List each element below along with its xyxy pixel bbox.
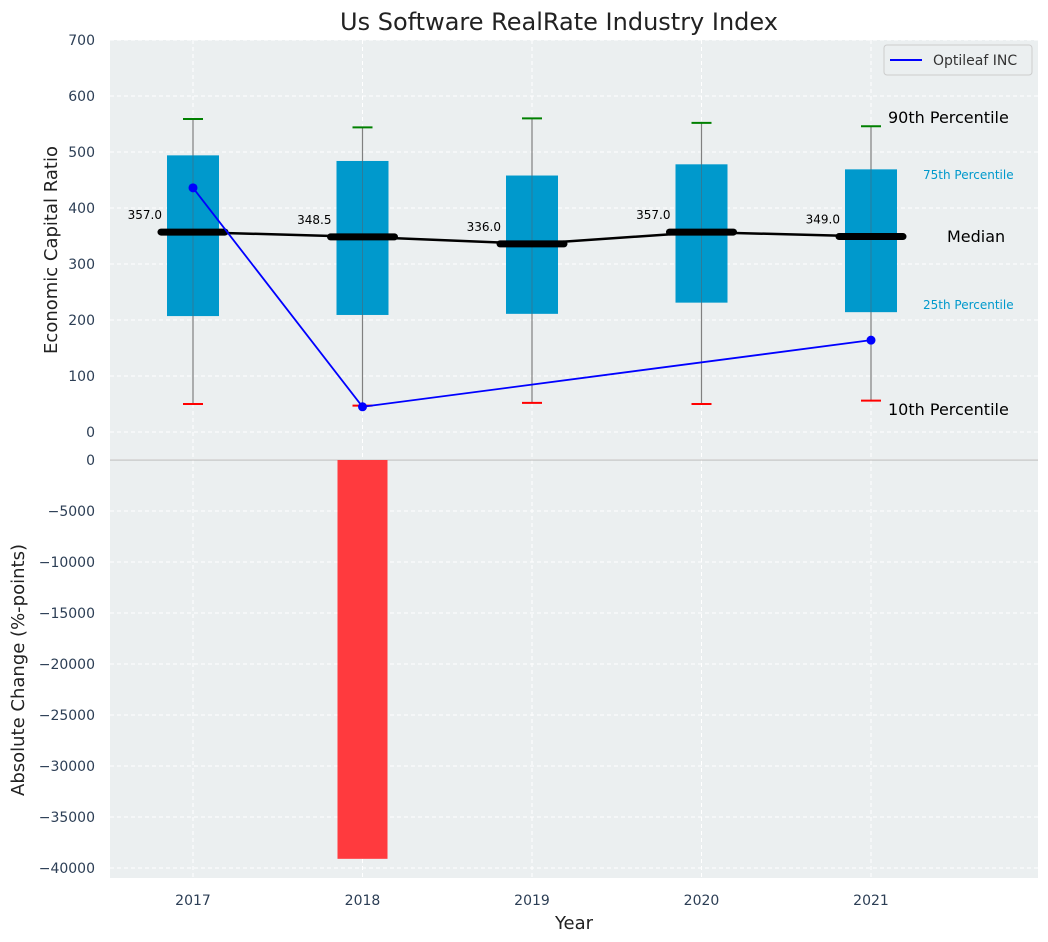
bottom-y-tick-label: 0 (86, 453, 95, 469)
x-axis-label: Year (554, 913, 594, 934)
legend-company-label: Optileaf INC (933, 53, 1017, 69)
company-point (866, 335, 876, 345)
x-tick-label: 2021 (853, 893, 889, 909)
bottom-y-tick-label: −20000 (39, 657, 95, 673)
x-tick-label: 2018 (345, 893, 381, 909)
legend-box (883, 44, 1033, 76)
median-line-group: 357.0 348.5 336.0 357.0 349.0 (128, 208, 907, 248)
top-y-tick-label: 700 (68, 33, 95, 49)
bottom-y-tick-label: −5000 (48, 504, 95, 520)
top-y-tick-label: 100 (68, 369, 95, 385)
x-axis: 2017 2018 2019 2020 2021 (175, 893, 889, 909)
median-value-label: 348.5 (297, 213, 331, 227)
top-y-axis: 0 100 200 300 400 500 600 700 (68, 33, 95, 441)
median-value-label: 336.0 (467, 220, 501, 234)
bottom-y-tick-label: −10000 (39, 555, 95, 571)
x-tick-label: 2020 (684, 893, 720, 909)
top-y-tick-label: 500 (68, 145, 95, 161)
x-tick-label: 2019 (514, 893, 550, 909)
annotation-p75: 75th Percentile (923, 168, 1014, 182)
annotation-median: Median (947, 227, 1005, 246)
change-bar (337, 460, 388, 859)
annotation-p10: 10th Percentile (888, 400, 1009, 419)
bottom-grid (110, 459, 1038, 878)
median-value-label: 357.0 (636, 208, 670, 222)
legend: Optileaf INC (883, 44, 1033, 76)
company-line-group (188, 183, 876, 412)
x-tick-label: 2017 (175, 893, 211, 909)
top-y-tick-label: 200 (68, 313, 95, 329)
bottom-y-tick-label: −35000 (39, 810, 95, 826)
bottom-y-tick-label: −30000 (39, 759, 95, 775)
top-y-tick-label: 300 (68, 257, 95, 273)
top-grid (110, 39, 1038, 459)
bottom-y-axis: 0 −5000 −10000 −15000 −20000 −25000 −30000 −350… (39, 453, 95, 877)
bottom-y-tick-label: −15000 (39, 606, 95, 622)
bottom-plot-background (110, 460, 1038, 878)
chart-title: Us Software RealRate Industry Index (340, 8, 778, 36)
annotation-p90: 90th Percentile (888, 108, 1009, 127)
top-plot-background (110, 40, 1038, 459)
top-y-tick-label: 0 (86, 425, 95, 441)
change-bars (337, 460, 388, 859)
company-point (188, 183, 198, 193)
company-point (358, 402, 367, 412)
bottom-y-tick-label: −40000 (39, 861, 95, 877)
top-y-axis-label: Economic Capital Ratio (41, 146, 62, 354)
bottom-y-tick-label: −25000 (39, 708, 95, 724)
median-value-label: 349.0 (806, 213, 840, 227)
annotation-p25: 25th Percentile (923, 298, 1014, 312)
top-y-tick-label: 600 (68, 89, 95, 105)
median-value-label: 357.0 (128, 208, 162, 222)
median-connect-line (192, 230, 872, 246)
bottom-y-axis-label: Absolute Change (%-points) (8, 544, 29, 796)
top-y-tick-label: 400 (68, 201, 95, 217)
